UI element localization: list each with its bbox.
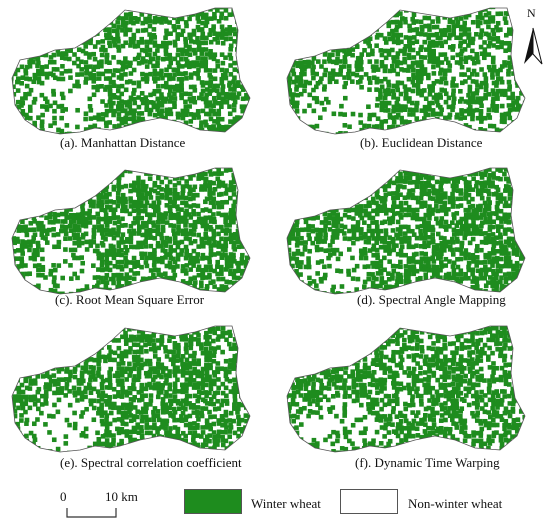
- panel-caption-a: (a). Manhattan Distance: [60, 135, 186, 150]
- classification-map-b: [286, 7, 526, 135]
- county-boundary: [11, 7, 251, 135]
- classification-map-c: [11, 167, 251, 295]
- north-label: N: [527, 6, 536, 20]
- county-boundary: [286, 325, 526, 453]
- classification-map-d: [286, 167, 526, 295]
- panel-caption-d: (d). Spectral Angle Mapping: [357, 292, 506, 307]
- map-panel-b: (b). Euclidean Distance: [275, 0, 550, 160]
- map-panel-d: (d). Spectral Angle Mapping: [275, 160, 550, 320]
- map-panel-e: (e). Spectral correlation coefficient: [0, 318, 275, 478]
- north-arrow-icon: [524, 27, 543, 65]
- legend-label-winter-wheat: Winter wheat: [251, 496, 321, 511]
- county-boundary: [11, 325, 251, 453]
- county-boundary: [286, 7, 526, 135]
- legend-swatch-non-winter-wheat: [340, 489, 398, 514]
- county-boundary: [11, 167, 251, 295]
- map-panel-f: (f). Dynamic Time Warping: [275, 318, 550, 478]
- panel-caption-c: (c). Root Mean Square Error: [55, 292, 205, 307]
- classification-map-e: [11, 325, 251, 453]
- scale-start-label: 0: [60, 489, 67, 504]
- classification-map-f: [286, 325, 526, 453]
- map-panel-a: (a). Manhattan Distance: [0, 0, 275, 160]
- scale-bar: [66, 508, 117, 518]
- panel-caption-e: (e). Spectral correlation coefficient: [60, 455, 242, 470]
- classification-map-a: [11, 7, 251, 135]
- county-boundary: [286, 167, 526, 295]
- legend-label-non-winter-wheat: Non-winter wheat: [408, 496, 503, 511]
- panel-caption-f: (f). Dynamic Time Warping: [355, 455, 500, 470]
- scale-end-label: 10 km: [105, 489, 138, 504]
- panel-caption-b: (b). Euclidean Distance: [360, 135, 483, 150]
- legend-swatch-winter-wheat: [184, 489, 242, 514]
- map-panel-c: (c). Root Mean Square Error: [0, 160, 275, 320]
